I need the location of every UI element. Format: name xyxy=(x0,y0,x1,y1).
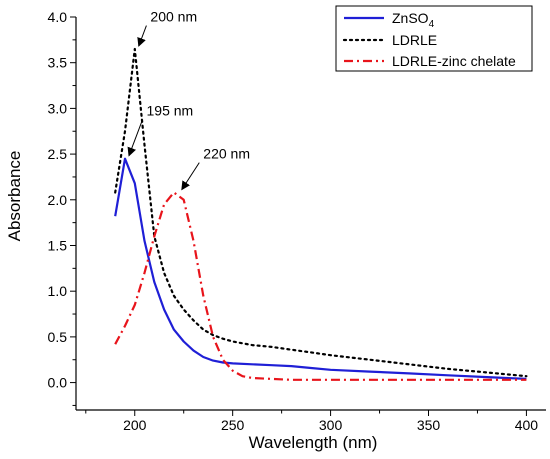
x-tick-label: 400 xyxy=(515,417,539,433)
axes: 200 250 300 350 400 0.0 0.5 1.0 1.5 2.0 2.5 3.0 3.5… xyxy=(48,9,546,433)
y-tick-label: 1.0 xyxy=(48,283,68,299)
legend-label-ldrle: LDRLE xyxy=(392,32,437,48)
x-tick-label: 200 xyxy=(123,417,147,433)
legend: ZnSO4 LDRLE LDRLE-zinc chelate xyxy=(335,5,533,72)
y-axis-title: Absorbance xyxy=(5,151,24,242)
series-layer xyxy=(114,47,528,381)
legend-label-ldrle-zinc-chelate: LDRLE-zinc chelate xyxy=(392,53,516,69)
y-tick-label: 0.5 xyxy=(48,329,68,345)
annotation-arrow xyxy=(137,25,147,47)
annotation-label: 195 nm xyxy=(147,103,194,119)
annotation-label: 220 nm xyxy=(203,146,250,162)
legend-label-znso4-subscript: 4 xyxy=(429,19,435,30)
y-tick-label: 3.0 xyxy=(48,100,68,116)
x-axis-title: Wavelength (nm) xyxy=(249,433,378,452)
y-tick-label: 3.5 xyxy=(48,55,68,71)
legend-label-znso4-main: ZnSO xyxy=(392,10,429,26)
annotation-arrow xyxy=(127,119,143,157)
y-tick-label: 1.5 xyxy=(48,237,68,253)
series-line-ldrle-zinc-chelate xyxy=(114,191,527,381)
y-axis-ticks: 0.0 0.5 1.0 1.5 2.0 2.5 3.0 3.5 4.0 xyxy=(48,9,76,406)
x-tick-label: 250 xyxy=(221,417,245,433)
x-tick-label: 350 xyxy=(417,417,441,433)
y-tick-label: 2.5 xyxy=(48,146,68,162)
y-tick-label: 4.0 xyxy=(48,9,68,25)
y-tick-label: 2.0 xyxy=(48,192,68,208)
x-axis-ticks: 200 250 300 350 400 xyxy=(85,410,539,433)
legend-label-znso4: ZnSO4 xyxy=(392,10,435,30)
x-tick-label: 300 xyxy=(319,417,343,433)
series-line-ldrle xyxy=(114,47,528,378)
annotations: 200 nm 195 nm 220 nm xyxy=(127,9,250,191)
y-tick-label: 0.0 xyxy=(48,375,68,391)
annotation-arrow xyxy=(181,162,200,191)
series-line-znso4 xyxy=(114,157,527,380)
annotation-label: 200 nm xyxy=(150,9,197,25)
